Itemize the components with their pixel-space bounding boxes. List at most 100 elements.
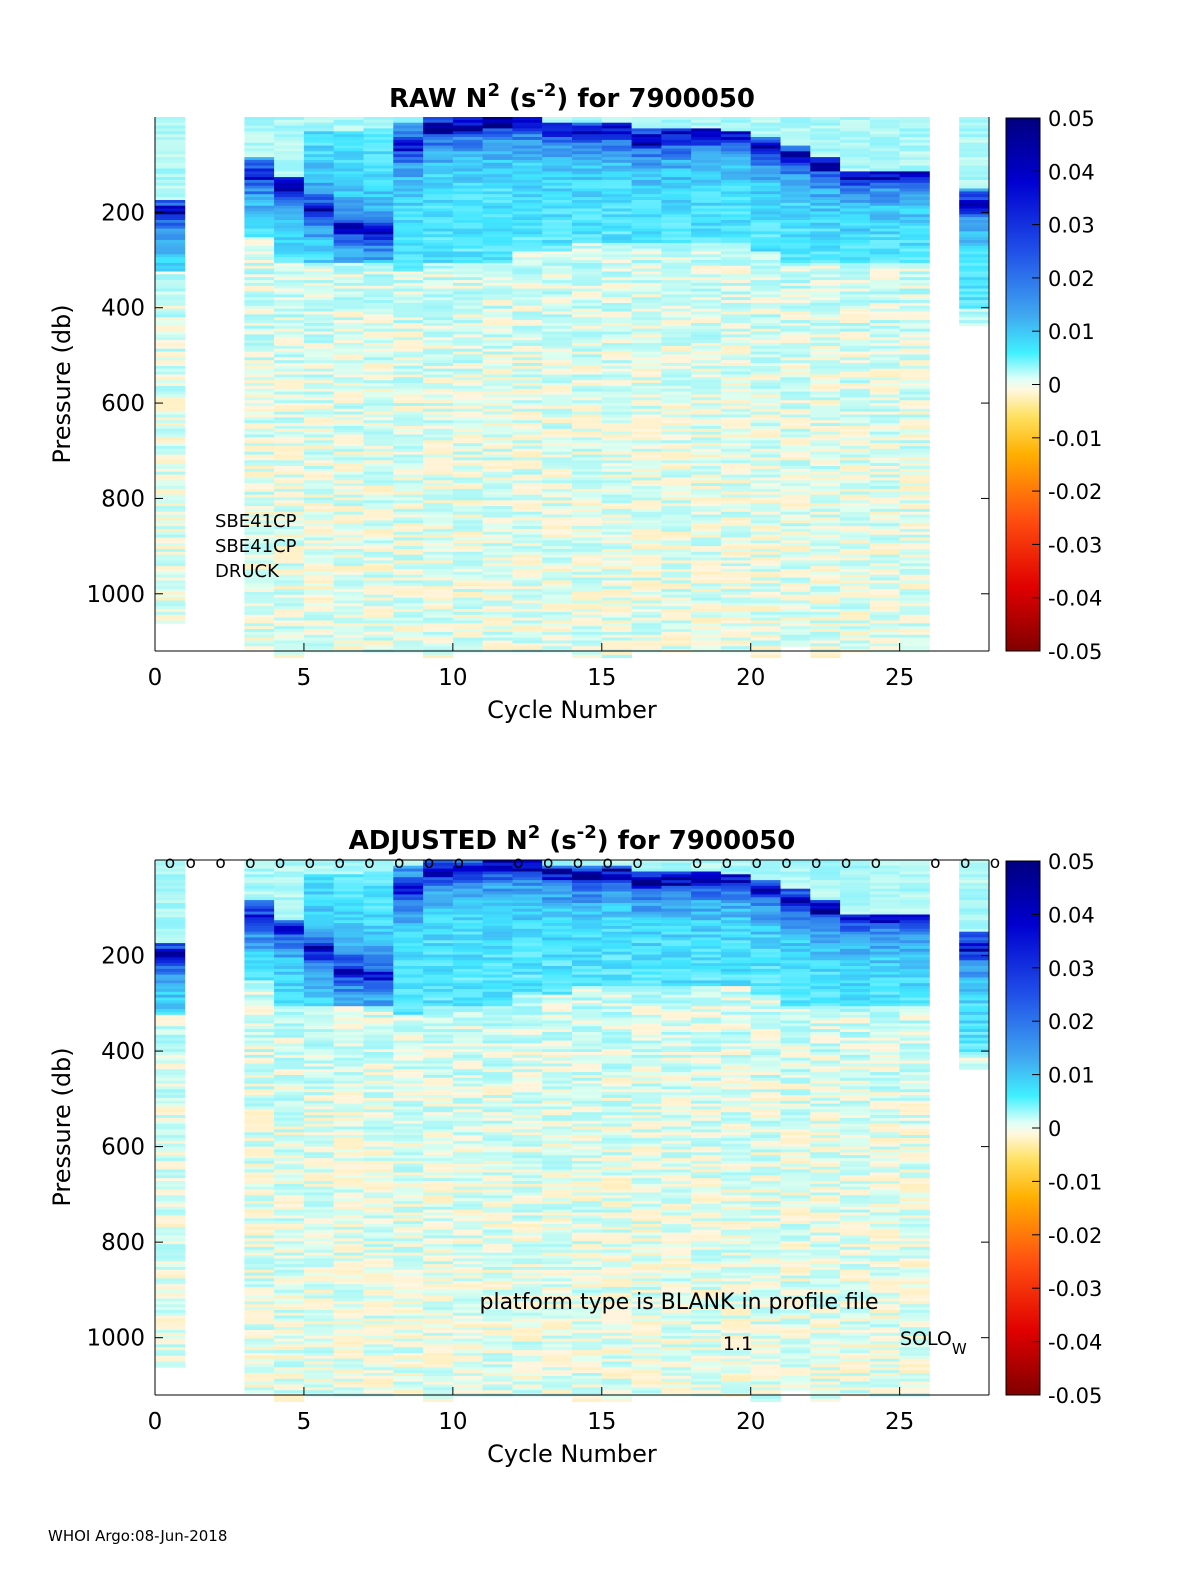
heatmap-cell — [601, 125, 632, 129]
heatmap-cell — [423, 634, 454, 639]
heatmap-cell — [155, 251, 186, 255]
heatmap-cell — [363, 497, 394, 501]
heatmap-cell — [542, 171, 573, 175]
heatmap-cell — [452, 377, 484, 381]
heatmap-cell — [155, 323, 186, 327]
heatmap-cell — [244, 128, 275, 132]
heatmap-cell — [244, 1106, 275, 1110]
heatmap-cell — [542, 428, 573, 433]
heatmap-cell — [601, 477, 632, 481]
heatmap-cell — [572, 623, 603, 627]
heatmap-cell — [631, 308, 662, 312]
heatmap-cell — [303, 526, 335, 530]
heatmap-cell — [840, 262, 871, 267]
heatmap-cell — [572, 268, 603, 272]
heatmap-cell — [155, 1075, 186, 1079]
heatmap-cell — [155, 240, 186, 244]
heatmap-cell — [155, 1120, 186, 1125]
heatmap-cell — [244, 888, 275, 892]
heatmap-cell — [244, 122, 275, 126]
heatmap-cell — [720, 420, 752, 424]
heatmap-cell — [303, 228, 335, 232]
heatmap-cell — [840, 506, 871, 510]
heatmap-cell — [244, 1312, 275, 1317]
heatmap-cell — [482, 609, 513, 613]
heatmap-cell — [274, 185, 305, 189]
heatmap-cell — [780, 431, 811, 435]
heatmap-cell — [542, 414, 573, 418]
heatmap-cell — [244, 1218, 275, 1222]
heatmap-cell — [899, 428, 930, 433]
heatmap-cell — [423, 197, 454, 201]
heatmap-cell — [691, 483, 722, 487]
heatmap-cell — [780, 237, 811, 241]
heatmap-cell — [720, 471, 752, 475]
heatmap-cell — [452, 583, 484, 587]
heatmap-cell — [869, 606, 901, 610]
heatmap-cell — [780, 403, 811, 407]
heatmap-cell — [840, 474, 871, 478]
heatmap-cell — [512, 511, 543, 516]
heatmap-cell — [631, 506, 662, 510]
heatmap-cell — [155, 1080, 186, 1084]
heatmap-cell — [393, 271, 424, 275]
heatmap-cell — [840, 162, 871, 167]
heatmap-cell — [601, 251, 632, 255]
heatmap-cell — [869, 385, 901, 390]
heatmap-cell — [840, 291, 871, 295]
heatmap-cell — [274, 623, 305, 627]
heatmap-cell — [155, 159, 186, 164]
heatmap-cell — [631, 268, 662, 272]
heatmap-cell — [840, 328, 871, 332]
heatmap-cell — [482, 454, 513, 458]
heatmap-cell — [423, 483, 454, 487]
heatmap-cell — [750, 526, 781, 530]
heatmap-cell — [512, 139, 543, 144]
heatmap-cell — [572, 177, 603, 181]
heatmap-cell — [393, 586, 424, 590]
heatmap-cell — [691, 503, 722, 507]
heatmap-cell — [572, 631, 603, 636]
heatmap-cell — [780, 566, 811, 570]
heatmap-cell — [691, 520, 722, 524]
heatmap-cell — [542, 294, 573, 298]
heatmap-cell — [423, 340, 454, 344]
heatmap-cell — [810, 403, 841, 407]
heatmap-cell — [482, 623, 513, 627]
heatmap-cell — [512, 159, 543, 164]
heatmap-cell — [512, 646, 543, 650]
heatmap-cell — [363, 546, 394, 550]
heatmap-cell — [452, 254, 484, 258]
heatmap-cell — [959, 234, 990, 238]
heatmap-cell — [333, 477, 364, 481]
heatmap-cell — [542, 188, 573, 192]
heatmap-cell — [810, 534, 841, 538]
heatmap-cell — [542, 354, 573, 358]
heatmap-cell — [661, 302, 692, 307]
heatmap-cell — [244, 1089, 275, 1093]
heatmap-cell — [423, 446, 454, 450]
heatmap-cell — [512, 282, 543, 287]
heatmap-cell — [750, 148, 781, 152]
heatmap-cell — [244, 488, 275, 493]
heatmap-cell — [780, 320, 811, 324]
heatmap-cell — [542, 583, 573, 587]
heatmap-cell — [601, 654, 632, 659]
heatmap-cell — [482, 328, 513, 332]
heatmap-cell — [482, 291, 513, 295]
heatmap-cell — [333, 597, 364, 601]
heatmap-cell — [333, 617, 364, 621]
heatmap-cell — [512, 340, 543, 344]
heatmap-cell — [423, 142, 454, 146]
heatmap-cell — [423, 620, 454, 624]
heatmap-cell — [512, 443, 543, 447]
heatmap-cell — [423, 285, 454, 290]
heatmap-cell — [155, 914, 186, 918]
heatmap-cell — [482, 254, 513, 258]
heatmap-cell — [393, 520, 424, 524]
heatmap-cell — [333, 285, 364, 290]
heatmap-cell — [512, 117, 543, 121]
heatmap-cell — [452, 119, 484, 124]
heatmap-cell — [155, 497, 186, 501]
heatmap-cell — [333, 179, 364, 184]
